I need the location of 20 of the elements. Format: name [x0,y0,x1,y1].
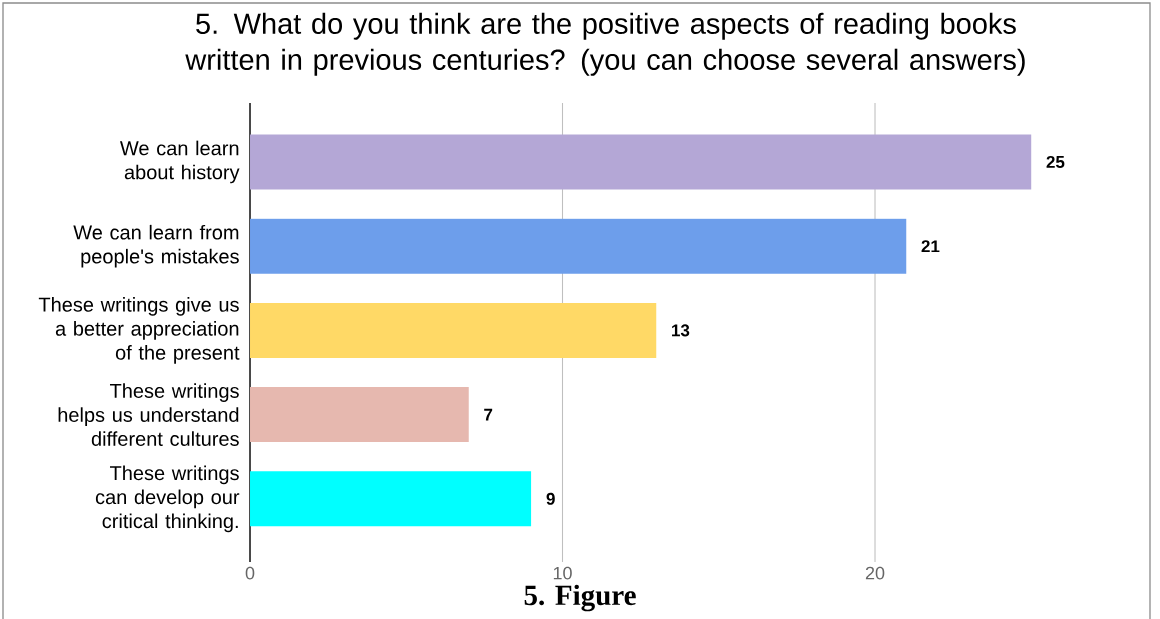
y-tick-label: These writings can develop our critical thinking. [95,465,240,533]
data-label: 13 [672,324,690,337]
chart-title: 5. What do you think are the positive aspects of reading books written in previous centuries? (you can choose several answers) [185,12,1025,76]
data-label: 9 [546,492,555,505]
data-label: 25 [1046,155,1065,168]
bar [250,302,657,358]
y-tick-label: These writings give us a better appreciation of the present [38,297,240,364]
bar [250,387,469,443]
y-tick-label: These writings helps us understand different cultures [58,383,239,446]
data-label: 7 [484,408,493,421]
x-tick-label: 0 [245,566,255,580]
data-label: 21 [921,240,940,253]
y-tick-label: We can learn from people's mistakes [73,224,239,268]
y-tick-label: We can learn about history [119,140,240,184]
x-tick-label: 10 [553,566,572,580]
bar [250,218,907,274]
bar [250,134,1032,190]
bar [250,471,532,527]
x-tick-label: 20 [865,566,885,580]
text: 5. Figure [524,584,636,612]
